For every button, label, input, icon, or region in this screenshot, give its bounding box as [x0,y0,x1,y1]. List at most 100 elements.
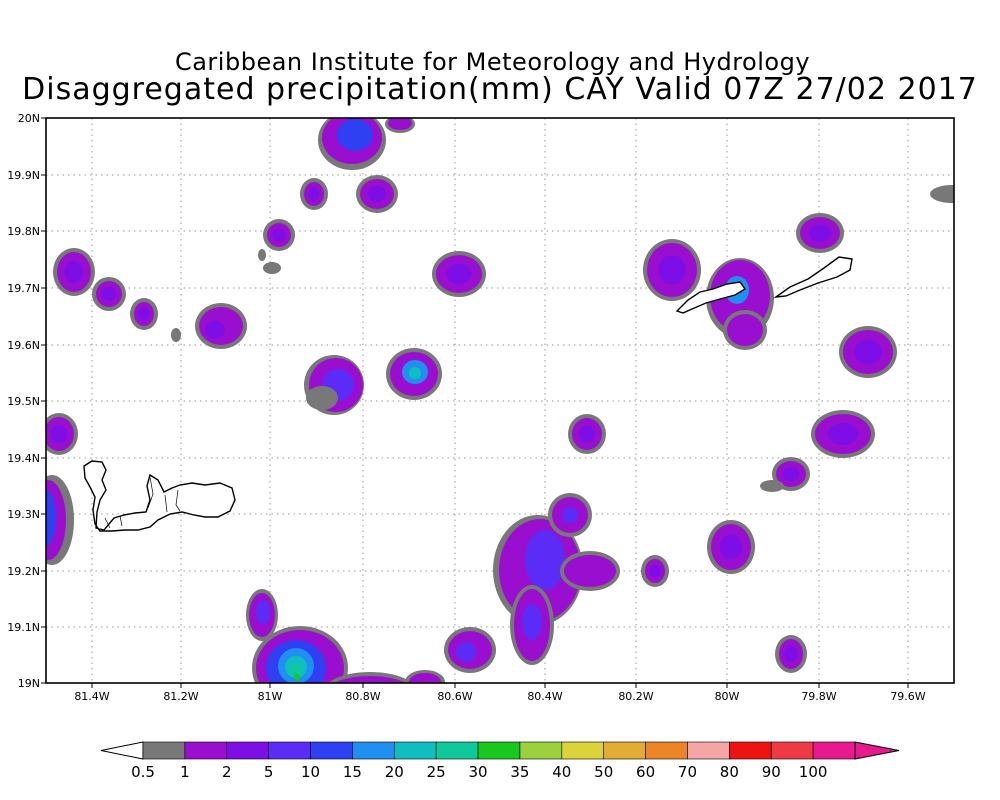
y-tick-label: 19.6N [7,339,40,352]
colorbar-swatch [184,741,228,760]
precip-cell [272,228,286,242]
colorbar-swatch [477,741,521,760]
precip-cell [171,328,181,342]
chart-title-line2: Disaggregated precipitation(mm) CAY Vali… [22,72,978,107]
precip-cell [522,604,542,640]
precip-cell [64,261,84,283]
precip-cell [727,314,763,346]
y-tick-label: 19.9N [7,169,40,182]
colorbar-swatch [812,741,856,760]
precip-cell [263,262,281,274]
colorbar-label: 1 [180,763,190,781]
colorbar-swatch [729,741,772,760]
colorbar-swatch [645,741,688,760]
precip-cell [930,185,954,203]
island-grand-cayman [83,460,236,532]
x-tick-label: 80W [715,690,740,703]
x-tick-label: 81.4W [74,690,109,703]
y-tick-label: 19.7N [7,282,40,295]
colorbar-swatch [352,741,395,760]
y-tick-label: 19.4N [7,452,40,465]
precip-cell [720,534,742,560]
y-tick-label: 19N [18,677,40,690]
precip-cell [337,119,373,151]
colorbar-swatch [561,741,605,760]
colorbar: 0.5 1 2 5 10 15 20 25 30 35 40 50 60 70 80 90 100 [100,741,900,781]
island-cayman-brac [773,256,853,298]
colorbar-swatch [226,741,269,760]
precip-cell [827,423,859,445]
colorbar-label: 10 [301,763,320,781]
precip-cell [256,600,270,624]
colorbar-label: 60 [636,763,655,781]
precip-cell [409,367,421,379]
precip-cell [649,564,661,578]
colorbar-high-triangle [854,741,900,760]
y-tick-label: 19.8N [7,225,40,238]
colorbar-label: 2 [222,763,232,781]
colorbar-label: 5 [264,763,274,781]
colorbar-swatch [770,741,814,760]
precip-cell [809,224,831,242]
precip-cell [456,642,476,662]
island-little-cayman [675,281,747,314]
precip-cell [784,645,798,663]
island-grand-cayman-inner-lines [104,476,181,529]
precip-cell [290,664,302,676]
precip-cell [334,676,406,683]
x-tick-label: 79.6W [890,690,925,703]
precip-cell [308,187,320,201]
colorbar-label: 35 [510,763,529,781]
colorbar-label: 100 [799,763,828,781]
precip-cell [446,263,472,285]
colorbar-swatch [268,741,311,760]
precip-cell [258,249,266,261]
colorbar-label: 80 [720,763,739,781]
precip-cell [578,425,596,443]
x-tick-label: 81W [258,690,283,703]
precip-cell [367,185,387,203]
colorbar-label: 20 [385,763,404,781]
precip-cell [388,118,412,130]
colorbar-label: 15 [343,763,362,781]
colorbar-label: 70 [678,763,697,781]
colorbar-swatch [310,741,353,760]
colorbar-swatch [603,741,646,760]
colorbar-label: 30 [469,763,488,781]
grid-lines [46,118,954,683]
x-tick-label: 80.4W [527,690,562,703]
y-tick-label: 19.5N [7,395,40,408]
precip-cell [138,307,150,321]
colorbar-swatch [519,741,563,760]
x-tick-label: 80.6W [437,690,472,703]
colorbar-label: 25 [427,763,446,781]
y-tick-label: 19.3N [7,508,40,521]
colorbar-label: 50 [594,763,613,781]
colorbar-swatch [435,741,479,760]
x-tick-label: 79.8W [801,690,836,703]
colorbar-low-triangle [100,741,144,760]
y-tick-label: 20N [18,112,40,125]
precip-cell [101,286,117,302]
precip-cell [525,530,565,590]
precip-cell [658,255,686,285]
precipitation-cells [46,118,954,683]
y-tick-label: 19.2N [7,565,40,578]
x-tick-label: 80.8W [345,690,380,703]
precip-cell [564,555,616,587]
precip-cell [205,321,225,339]
precip-cell [782,466,800,482]
chart-title-line1: Caribbean Institute for Meteorology and … [174,48,811,76]
precip-cell [760,480,784,492]
colorbar-label: 40 [552,763,571,781]
colorbar-label: 0.5 [131,763,155,781]
colorbar-swatch [687,741,730,760]
x-tick-label: 81.2W [163,690,198,703]
x-tick-label: 80.2W [618,690,653,703]
precip-cell [562,507,578,523]
colorbar-swatch [393,741,437,760]
precip-cell [294,674,300,680]
precip-cell [46,490,56,546]
colorbar-swatch [142,741,186,760]
